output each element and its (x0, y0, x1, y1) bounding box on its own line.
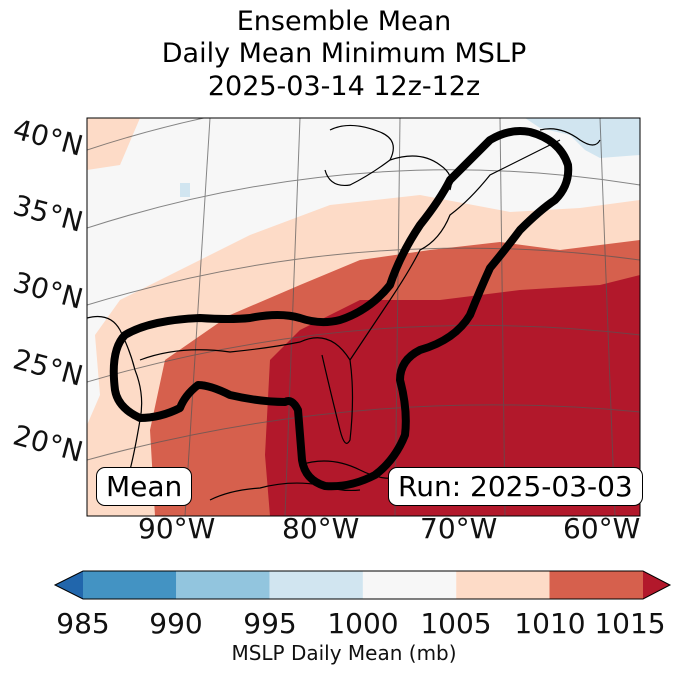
title-line-3: 2025-03-14 12z-12z (207, 71, 481, 102)
colorbar-bin-1000-1005 (362, 571, 457, 599)
mean-label-box: Mean (96, 467, 193, 506)
cbar-tick-990: 990 (149, 607, 203, 640)
cbar-tick-985: 985 (56, 607, 110, 640)
colorbar-bin-995-1000 (269, 571, 363, 599)
cbar-tick-995: 995 (243, 607, 297, 640)
field-above-1015 (265, 275, 640, 516)
lon-label-70w: 70°W (420, 512, 498, 545)
field-995-1000 (525, 118, 640, 158)
field-1005-1010-corner (87, 118, 140, 170)
cbar-tick-1015: 1015 (594, 607, 666, 640)
field-995-1000-spot (180, 183, 190, 197)
colorbar-bin-1010-1015 (549, 571, 643, 599)
lon-label-90w: 90°W (138, 512, 216, 545)
lon-label-80w: 80°W (282, 512, 360, 545)
colorbar-label: MSLP Daily Mean (mb) (231, 641, 457, 665)
colorbar-extend-low (55, 571, 83, 599)
run-date-box: Run: 2025-03-03 (388, 467, 643, 506)
colorbar (53, 570, 672, 600)
cbar-tick-1000: 1000 (327, 607, 399, 640)
title-line-1: Ensemble Mean (236, 6, 452, 37)
colorbar-bin-985-990 (83, 571, 177, 599)
cbar-tick-1010: 1010 (514, 607, 586, 640)
colorbar-bin-990-995 (176, 571, 270, 599)
title-line-2: Daily Mean Minimum MSLP (161, 38, 527, 69)
mslp-contour (109, 127, 573, 491)
cbar-tick-1005: 1005 (420, 607, 492, 640)
colorbar-bin-1005-1010 (456, 571, 550, 599)
map-frame (86, 117, 641, 517)
colorbar-extend-high (643, 571, 670, 599)
lon-label-60w: 60°W (563, 512, 641, 545)
